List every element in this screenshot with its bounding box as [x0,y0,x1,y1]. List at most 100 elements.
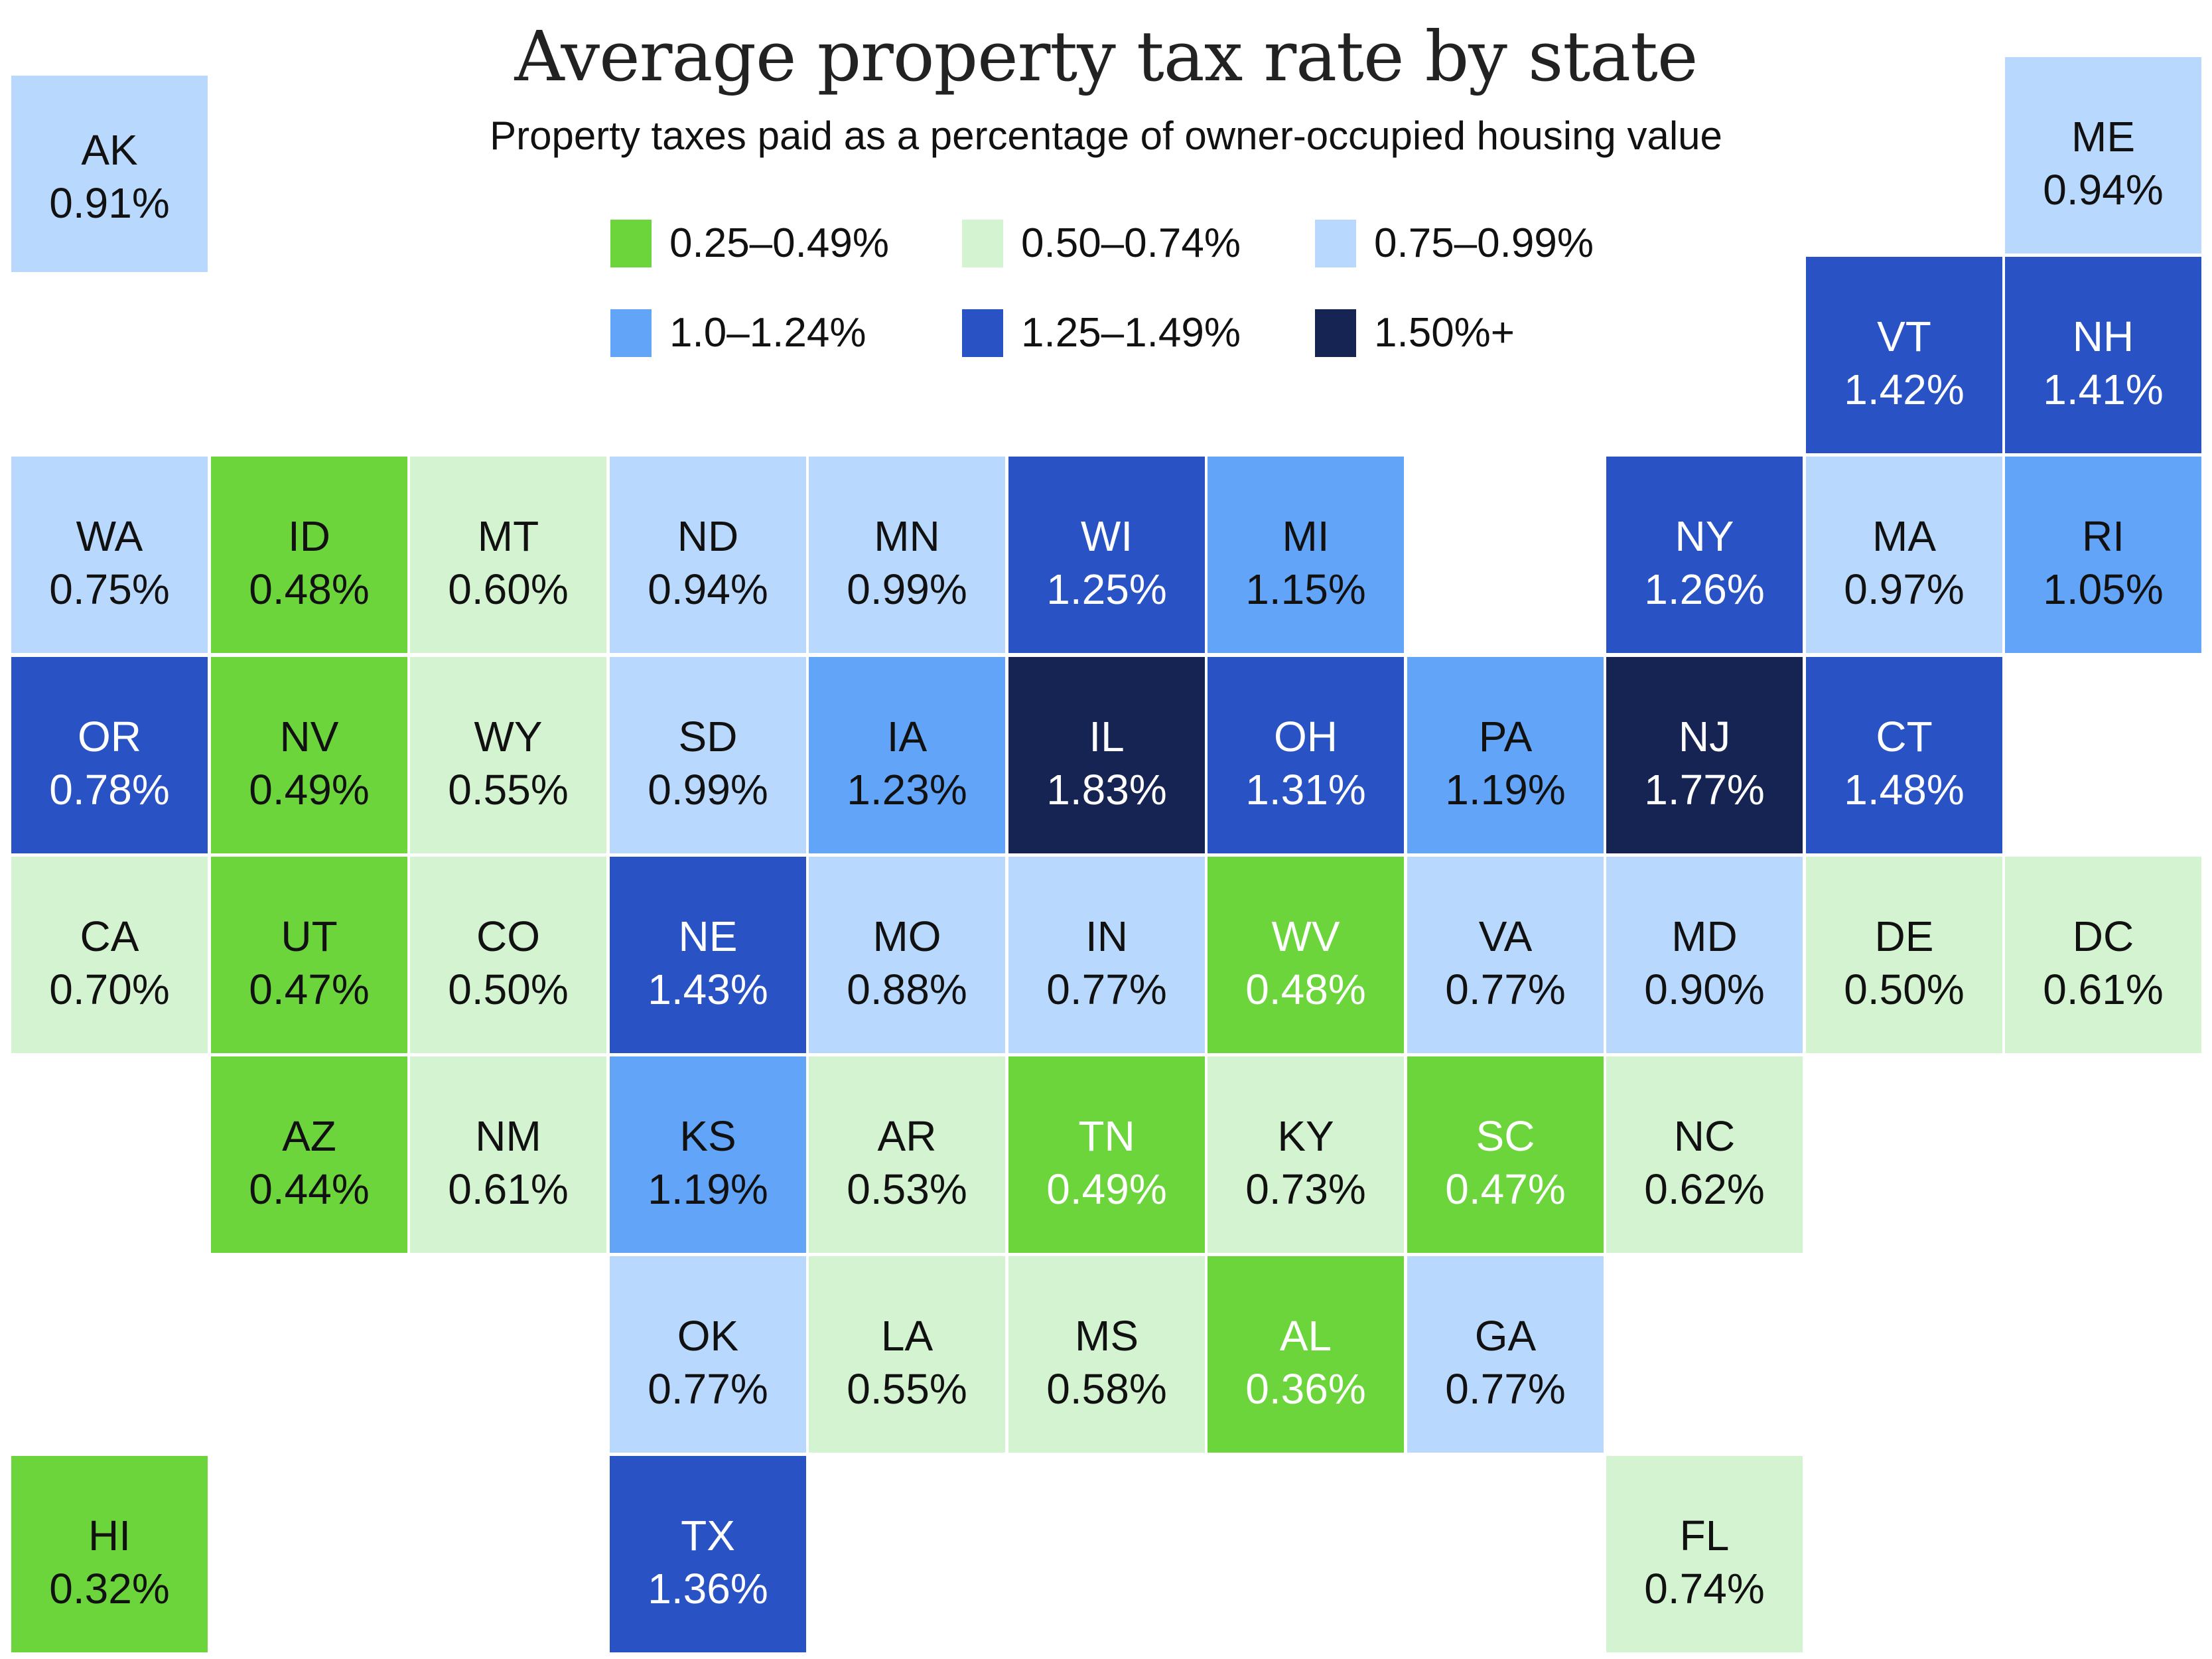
state-rate: 0.49% [249,766,370,814]
state-tile-in: IN 0.77% [1008,857,1205,1053]
state-tile-id: ID 0.48% [211,457,407,653]
state-abbr: NY [1675,512,1734,560]
state-rate: 1.41% [2043,366,2164,413]
state-tile-mo: MO 0.88% [809,857,1005,1053]
state-tile-wy: WY 0.55% [410,657,606,853]
state-rate: 0.99% [847,565,967,613]
legend-swatch [1315,309,1356,357]
legend-item: 0.75–0.99% [1315,220,1594,267]
state-rate: 0.55% [448,766,569,814]
legend-swatch [610,220,652,267]
chart-title: Average property tax rate by state [514,16,1698,97]
state-abbr: HI [88,1512,131,1559]
legend-swatch [1315,220,1356,267]
state-tile-nj: NJ 1.77% [1606,657,1803,853]
state-tile-il: IL 1.83% [1008,657,1205,853]
state-tile-ok: OK 0.77% [610,1256,806,1453]
state-abbr: MN [874,512,940,560]
state-rate: 0.74% [1644,1565,1765,1613]
state-abbr: MT [477,512,539,560]
state-tile-or: OR 0.78% [11,657,208,853]
state-abbr: WY [474,713,543,760]
state-rate: 1.26% [1644,565,1765,613]
state-tile-mi: MI 1.15% [1208,457,1404,653]
state-rate: 0.62% [1644,1165,1765,1213]
state-rate: 0.94% [648,565,768,613]
state-rate: 1.23% [847,766,967,814]
state-tile-tx: TX 1.36% [610,1456,806,1652]
state-abbr: MD [1671,912,1738,960]
state-rate: 0.44% [249,1165,370,1213]
legend-item: 0.25–0.49% [610,220,889,267]
state-tile-la: LA 0.55% [809,1256,1005,1453]
state-rate: 1.31% [1245,766,1366,814]
state-tile-mt: MT 0.60% [410,457,606,653]
state-tile-wi: WI 1.25% [1008,457,1205,653]
state-tile-ny: NY 1.26% [1606,457,1803,653]
state-rate: 1.05% [2043,565,2164,613]
state-abbr: PA [1478,713,1533,760]
state-abbr: NJ [1678,713,1731,760]
state-tile-mn: MN 0.99% [809,457,1005,653]
state-abbr: MI [1282,512,1330,560]
legend-label: 1.25–1.49% [1021,310,1241,356]
chart-subtitle: Property taxes paid as a percentage of o… [490,113,1722,158]
state-abbr: NM [475,1112,541,1160]
state-rate: 0.32% [49,1565,170,1613]
state-abbr: NC [1673,1112,1736,1160]
state-tile-ak: AK 0.91% [11,76,208,272]
state-rate: 1.42% [1844,366,1965,413]
state-rate: 1.19% [1445,766,1566,814]
state-tile-pa: PA 1.19% [1407,657,1604,853]
state-tile-md: MD 0.90% [1606,857,1803,1053]
state-abbr: WV [1271,912,1340,960]
state-abbr: SD [678,713,738,760]
state-abbr: NH [2072,313,2134,360]
state-abbr: DC [2072,912,2134,960]
state-tile-fl: FL 0.74% [1606,1456,1803,1652]
state-tile-dc: DC 0.61% [2005,857,2201,1053]
state-rate: 0.70% [49,966,170,1013]
state-tile-ma: MA 0.97% [1806,457,2002,653]
state-abbr: WI [1080,512,1133,560]
state-abbr: ME [2071,113,2135,161]
state-abbr: SC [1476,1112,1535,1160]
state-tile-nc: NC 0.62% [1606,1056,1803,1253]
state-abbr: IN [1085,912,1128,960]
legend-swatch [610,309,652,357]
state-abbr: GA [1474,1312,1537,1360]
state-rate: 0.53% [847,1165,967,1213]
state-rate: 0.47% [249,966,370,1013]
state-abbr: CT [1876,713,1933,760]
state-rate: 0.77% [1046,966,1167,1013]
state-tile-ct: CT 1.48% [1806,657,2002,853]
state-tile-hi: HI 0.32% [11,1456,208,1652]
state-abbr: AZ [282,1112,336,1160]
state-rate: 1.43% [648,966,768,1013]
state-rate: 1.25% [1046,565,1167,613]
state-tile-oh: OH 1.31% [1208,657,1404,853]
state-rate: 1.15% [1245,565,1366,613]
state-rate: 1.77% [1644,766,1765,814]
state-tile-ms: MS 0.58% [1008,1256,1205,1453]
state-rate: 0.58% [1046,1365,1167,1413]
legend-item: 1.0–1.24% [610,309,866,357]
legend-label: 0.75–0.99% [1374,220,1594,266]
legend-label: 1.0–1.24% [669,310,866,356]
state-rate: 0.48% [249,565,370,613]
state-rate: 1.36% [648,1565,768,1613]
state-abbr: CA [80,912,139,960]
state-tile-nd: ND 0.94% [610,457,806,653]
state-abbr: AL [1279,1312,1332,1360]
state-tile-ne: NE 1.43% [610,857,806,1053]
state-abbr: ND [677,512,739,560]
state-tile-ia: IA 1.23% [809,657,1005,853]
state-tile-ks: KS 1.19% [610,1056,806,1253]
state-abbr: OR [78,713,141,760]
state-rate: 0.77% [1445,966,1566,1013]
state-rate: 0.88% [847,966,967,1013]
state-rate: 0.50% [448,966,569,1013]
state-rate: 0.49% [1046,1165,1167,1213]
state-rate: 1.19% [648,1165,768,1213]
state-tile-wa: WA 0.75% [11,457,208,653]
